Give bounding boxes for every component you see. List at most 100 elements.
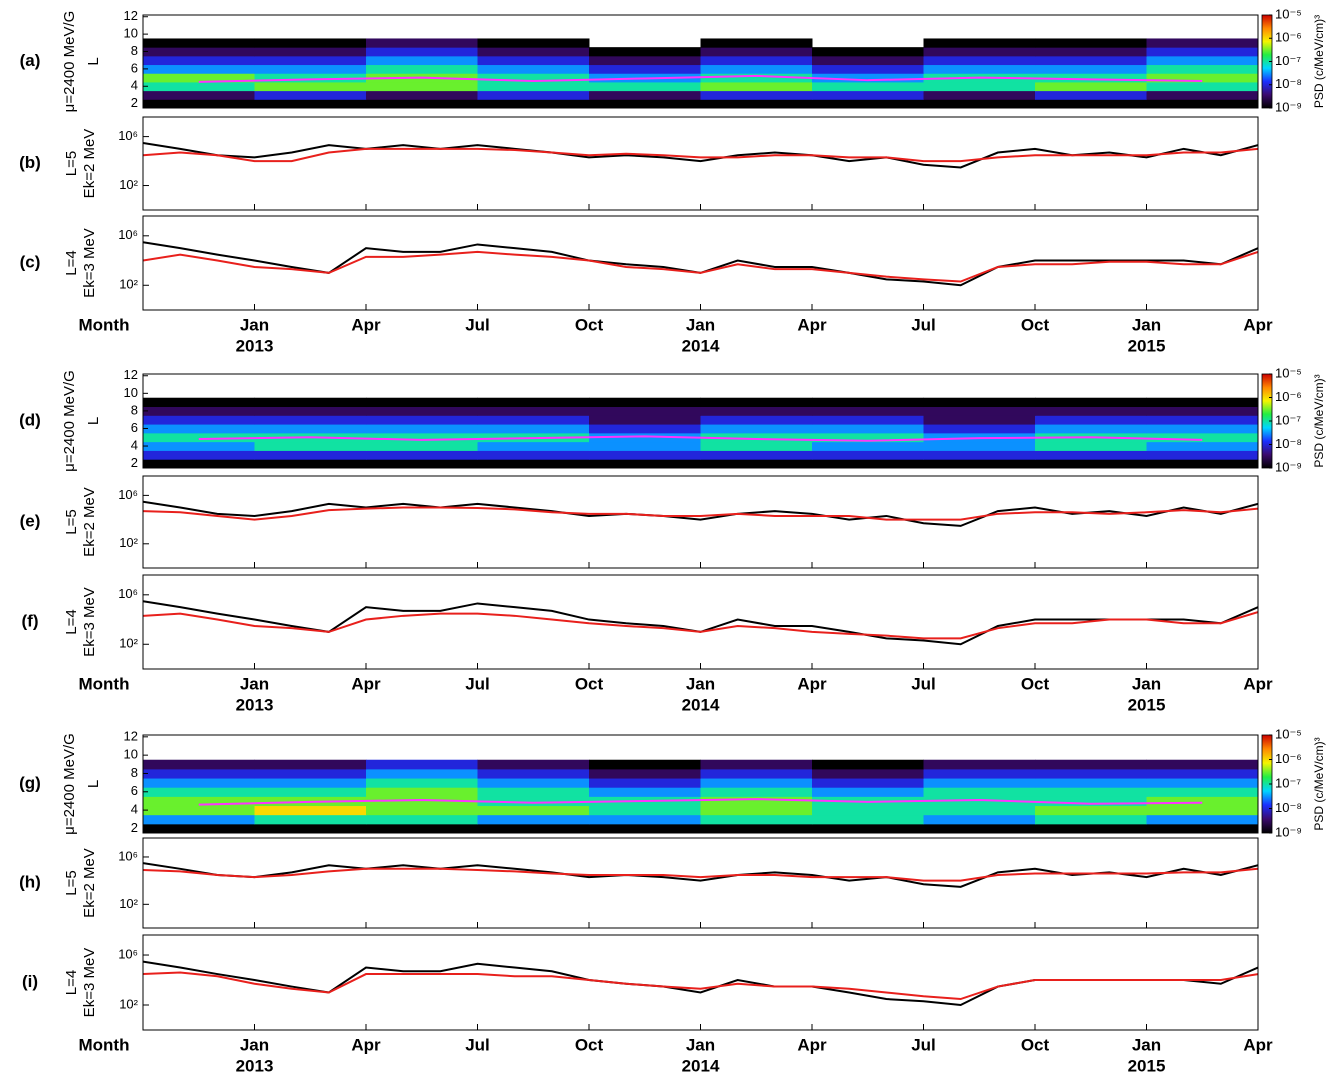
heatmap-cell [923, 99, 1036, 108]
heatmap-cell [143, 415, 255, 425]
heatmap-cell [923, 64, 1036, 74]
y-axis-label: μ=2400 MeV/G [61, 733, 78, 835]
heatmap-cell [700, 805, 813, 816]
heatmap-cell [812, 81, 924, 92]
heatmap-cell [143, 55, 255, 66]
heatmap-cell [366, 778, 478, 788]
heatmap-cell [366, 450, 478, 460]
heatmap-cell [1146, 778, 1258, 788]
heatmap-cell [366, 99, 478, 108]
x-tick-label: Oct [575, 674, 604, 693]
plot-area [143, 374, 1258, 468]
heatmap-cell [477, 415, 590, 425]
heatmap-cell [366, 787, 478, 797]
heatmap-cell [366, 64, 478, 74]
heatmap-cell [143, 796, 255, 807]
heatmap-cell [477, 64, 590, 74]
heatmap-cell [143, 90, 255, 100]
y-tick-label: 4 [131, 78, 138, 93]
y-tick-label: 10⁶ [118, 128, 138, 143]
y-tick-label: 10² [119, 636, 138, 651]
heatmap-cell [254, 73, 367, 83]
heatmap-cell [254, 823, 367, 833]
heatmap-cell [1035, 787, 1147, 797]
y-axis-label: L=4 [63, 970, 80, 995]
plot-area [143, 935, 1258, 1030]
heatmap-cell [1146, 441, 1258, 451]
heatmap-cell [1146, 397, 1258, 408]
heatmap-cell [143, 759, 255, 770]
colorbar-label: PSD (c/MeV/cm)³ [1312, 737, 1326, 830]
y-axis-label: L=5 [63, 870, 80, 895]
y-tick-label: 10² [119, 177, 138, 192]
y-tick-label: 4 [131, 802, 138, 817]
heatmap-cell [366, 397, 478, 408]
heatmap-cell [254, 424, 367, 434]
x-tick-label: Apr [351, 315, 381, 334]
x-tick-label: Apr [797, 674, 827, 693]
heatmap-cell [1035, 73, 1147, 83]
heatmap-cell [1146, 406, 1258, 416]
heatmap-cell [589, 424, 701, 434]
heatmap-cell [812, 787, 924, 797]
plot-area [143, 575, 1258, 669]
y-tick-label: 10⁶ [118, 848, 138, 863]
plot-background [143, 575, 1258, 669]
x-tick-label: Apr [797, 315, 827, 334]
heatmap-cell [700, 55, 813, 66]
heatmap-cell [812, 55, 924, 66]
heatmap-cell [812, 814, 924, 825]
x-tick-label: Jan [1132, 674, 1161, 693]
plot-background [143, 476, 1258, 568]
colorbar-tick-label: 10⁻⁹ [1275, 459, 1302, 474]
y-tick-label: 10² [119, 896, 138, 911]
heatmap-cell [700, 424, 813, 434]
colorbar-tick-label: 10⁻⁷ [1275, 412, 1301, 427]
heatmap-cell [812, 823, 924, 833]
heatmap-cell [923, 441, 1036, 451]
y-tick-label: 10² [119, 535, 138, 550]
x-tick-label: Jan [240, 315, 269, 334]
heatmap-cell [700, 38, 813, 48]
heatmap-cell [1146, 768, 1258, 779]
heatmap-cell [923, 415, 1036, 425]
heatmap-cell [366, 805, 478, 816]
x-tick-label: Jan [240, 674, 269, 693]
heatmap-cell [1146, 81, 1258, 92]
heatmap-cell [812, 768, 924, 779]
colorbar-tick-label: 10⁻⁸ [1275, 76, 1302, 91]
panel-label: (c) [20, 252, 41, 271]
heatmap-cell [1146, 759, 1258, 770]
heatmap-cell [1035, 424, 1147, 434]
panel-label: (d) [19, 410, 41, 429]
heatmap-cell [700, 459, 813, 468]
heatmap-cell [1035, 81, 1147, 92]
y-tick-label: 12 [124, 728, 138, 743]
y-tick-label: 10⁶ [118, 227, 138, 242]
heatmap-cell [477, 441, 590, 451]
heatmap-cell [923, 814, 1036, 825]
x-tick-label: Jan [686, 674, 715, 693]
heatmap-cell [477, 778, 590, 788]
x-tick-label: Apr [351, 1035, 381, 1054]
panel-label: (h) [19, 872, 41, 891]
heatmap-cell [1146, 90, 1258, 100]
heatmap-cell [1146, 814, 1258, 825]
heatmap-cell [254, 814, 367, 825]
y-tick-label: 2 [131, 455, 138, 470]
x-tick-label: Jul [911, 315, 936, 334]
heatmap-cell [143, 459, 255, 468]
heatmap-cell [923, 397, 1036, 408]
heatmap-cell [812, 805, 924, 816]
panel-label: (i) [22, 972, 38, 991]
heatmap-cell [254, 397, 367, 408]
y-tick-label: 10 [124, 385, 138, 400]
heatmap-cell [700, 787, 813, 797]
series-line [143, 611, 1258, 640]
heatmap-cell [589, 759, 701, 770]
heatmap-cell [923, 450, 1036, 460]
heatmap-cell [700, 432, 813, 443]
heatmap-cell [1146, 73, 1258, 83]
heatmap-cell [812, 415, 924, 425]
heatmap-cell [143, 47, 255, 57]
